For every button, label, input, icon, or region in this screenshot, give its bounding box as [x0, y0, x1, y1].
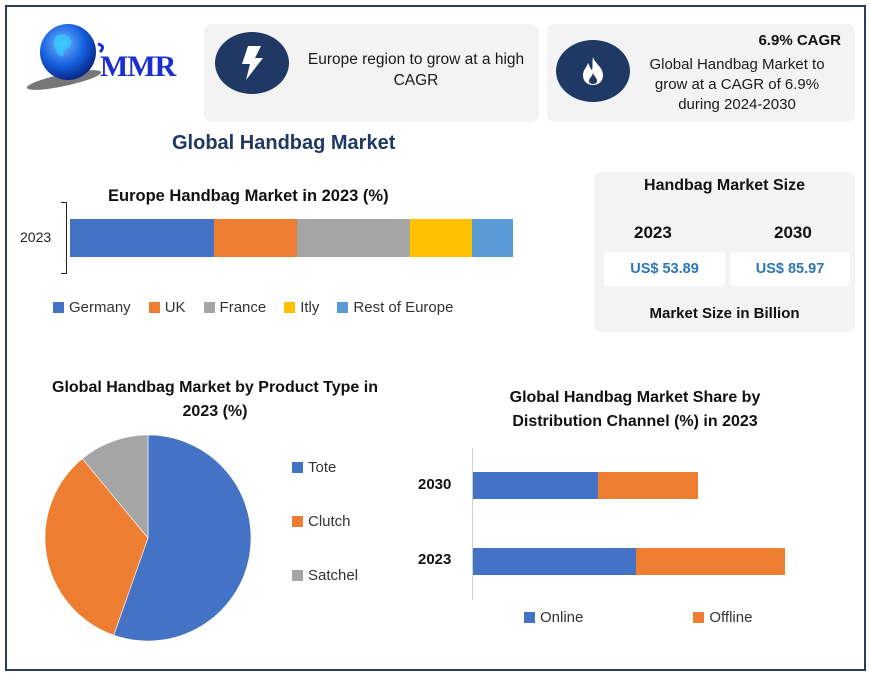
market-size-value-2023: US$ 53.89 [604, 252, 725, 286]
bar-segment-uk [213, 219, 297, 257]
bar-segment-online [473, 548, 636, 575]
bar-segment-france [296, 219, 410, 257]
legend-label: Satchel [308, 566, 359, 584]
legend-label: Tote [308, 458, 337, 476]
legend-label: UK [164, 299, 186, 316]
legend-swatch [693, 612, 705, 623]
legend-swatch [292, 569, 303, 581]
bar-segment-offline [598, 472, 698, 499]
distribution-chart-legend: Online Offline [524, 609, 862, 626]
legend-label: France [219, 299, 267, 316]
legend-swatch [292, 461, 303, 473]
flame-icon [556, 40, 630, 102]
legend-swatch [203, 302, 215, 313]
market-size-title: Handbag Market Size [644, 177, 805, 194]
market-size-footer: Market Size in Billion [649, 305, 800, 322]
pie-chart-title: Global Handbag Market by Product Type in… [52, 379, 378, 420]
bar-segment-rest-of-europe [471, 219, 513, 257]
bar-segment-germany [70, 219, 214, 257]
pie-chart-legend: Tote Clutch Satchel [292, 458, 358, 620]
legend-item-uk: UK [148, 299, 186, 316]
market-size-year-2023: 2023 [634, 223, 672, 242]
distribution-year-label-2030: 2030 [418, 476, 452, 493]
legend-item-satchel: Satchel [292, 566, 358, 584]
bar-segment-itly [409, 219, 472, 257]
legend-item-clutch: Clutch [292, 512, 358, 530]
europe-card-text: Europe region to grow at a high CAGR [307, 51, 525, 89]
distribution-bar-2030 [473, 472, 698, 499]
legend-item-tote: Tote [292, 458, 358, 476]
legend-label: Online [540, 609, 584, 626]
page-title: Global Handbag Market [172, 132, 396, 154]
europe-stacked-bar [70, 219, 513, 257]
mmr-logo: MMR [24, 22, 184, 92]
global-cagr-card: 6.9% CAGR Global Handbag Market to grow … [547, 24, 855, 122]
cagr-headline: 6.9% CAGR [758, 32, 841, 49]
legend-swatch [337, 302, 349, 313]
legend-swatch [284, 302, 296, 313]
market-size-card: Handbag Market Size 2023 2030 US$ 53.89 … [594, 172, 855, 332]
market-size-year-2030: 2030 [774, 223, 812, 242]
legend-item-offline: Offline [693, 609, 752, 626]
legend-swatch [524, 612, 535, 623]
globe-icon [26, 24, 105, 90]
legend-item-online: Online [524, 609, 583, 626]
europe-chart-legend: Germany UK France Itly Rest of Europe [53, 299, 471, 316]
distribution-year-label-2023: 2023 [418, 551, 452, 568]
logo-text: MMR [100, 50, 176, 83]
legend-label: Itly [300, 299, 320, 316]
legend-label: Offline [709, 609, 753, 626]
legend-label: Rest of Europe [353, 299, 454, 316]
legend-item-france: France [203, 299, 267, 316]
europe-chart-year-label: 2023 [20, 229, 52, 245]
bar-segment-offline [636, 548, 785, 575]
europe-cagr-card: Europe region to grow at a high CAGR [204, 24, 539, 122]
europe-chart-title: Europe Handbag Market in 2023 (%) [108, 187, 389, 205]
legend-swatch [53, 302, 64, 313]
cagr-card-text: Global Handbag Market to grow at a CAGR … [649, 56, 825, 113]
europe-chart-axis [61, 202, 72, 274]
legend-item-itly: Itly [284, 299, 319, 316]
distribution-chart-axis [472, 448, 473, 600]
legend-swatch [148, 302, 160, 313]
legend-label: Clutch [308, 512, 351, 530]
market-size-value-2030: US$ 85.97 [730, 252, 850, 286]
pie-slice-clutch [45, 458, 149, 636]
product-type-pie-chart [45, 435, 251, 641]
legend-item-germany: Germany [53, 299, 131, 316]
bar-segment-online [473, 472, 598, 499]
legend-label: Germany [69, 299, 131, 316]
distribution-bar-2023 [473, 548, 785, 575]
legend-item-rest-of-europe: Rest of Europe [337, 299, 453, 316]
distribution-chart-title: Global Handbag Market Share by Distribut… [509, 389, 761, 430]
legend-swatch [292, 515, 303, 527]
pie-slice-satchel [81, 435, 149, 539]
lightning-bolt-icon [215, 32, 289, 94]
